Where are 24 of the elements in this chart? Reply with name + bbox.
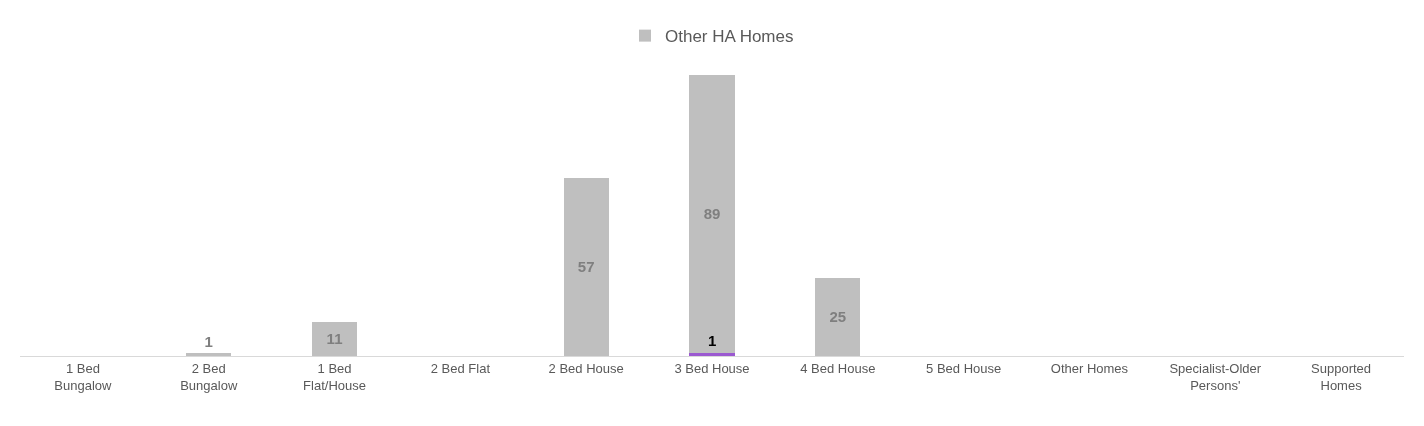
data-label: 11 [326, 330, 343, 348]
x-tick-label: Specialist-Older Persons' [1169, 360, 1262, 393]
legend-label: Other HA Homes [665, 27, 794, 47]
x-tick-label: Supported Homes [1311, 360, 1372, 393]
bar [689, 352, 735, 356]
data-label: 57 [577, 258, 595, 276]
x-tick-label: 2 Bed House [548, 360, 624, 376]
x-tick-label: 1 Bed Flat/House [303, 360, 366, 393]
data-label: 25 [829, 308, 847, 326]
x-tick-label: 4 Bed House [800, 360, 876, 376]
x-tick-label: 5 Bed House [926, 360, 1002, 376]
bar [563, 177, 609, 356]
bar [311, 321, 358, 356]
x-tick-label: Other Homes [1050, 360, 1129, 376]
bar [815, 277, 861, 356]
x-tick-label: 2 Bed Flat [430, 360, 491, 376]
x-tick-label: 1 Bed Bungalow [54, 360, 113, 393]
x-tick-label: 3 Bed House [674, 360, 750, 376]
bar [186, 352, 232, 356]
data-label: 1 [708, 332, 717, 349]
data-label: 1 [204, 332, 213, 350]
data-label: 89 [703, 205, 721, 223]
bar [689, 74, 735, 353]
x-tick-label: 2 Bed Bungalow [180, 360, 238, 393]
